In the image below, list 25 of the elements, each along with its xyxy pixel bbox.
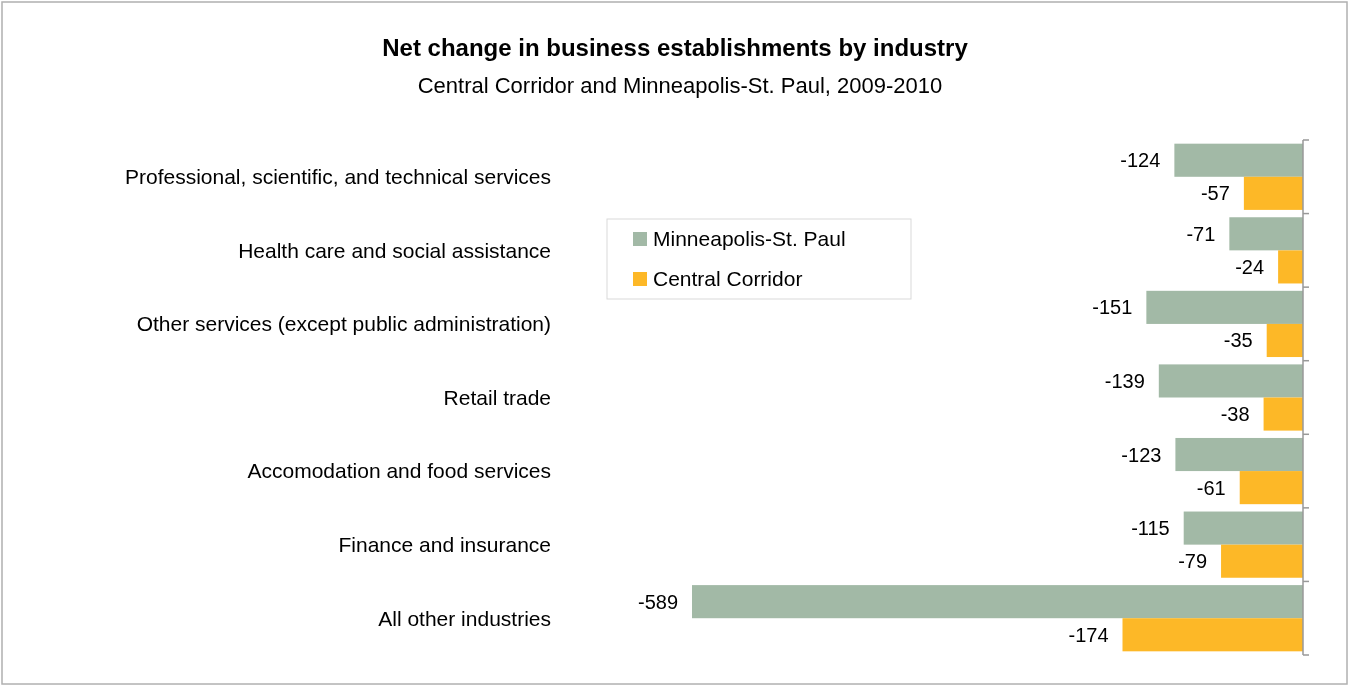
data-label: -57 bbox=[1200, 182, 1230, 205]
data-label: -38 bbox=[1220, 403, 1250, 426]
data-label: -174 bbox=[1068, 623, 1109, 646]
chart-subtitle: Central Corridor and Minneapolis-St. Paul, 2009-2010 bbox=[417, 73, 943, 98]
data-label: -115 bbox=[1131, 517, 1170, 540]
y-tick-label: Other services (except public administration) bbox=[136, 312, 551, 336]
data-label: -151 bbox=[1092, 296, 1133, 319]
chart-title: Net change in business establishments by industry bbox=[382, 34, 969, 61]
data-label: -124 bbox=[1120, 149, 1161, 172]
data-label: -589 bbox=[637, 590, 678, 613]
data-label: -79 bbox=[1178, 550, 1208, 573]
y-tick-label: Finance and insurance bbox=[338, 532, 551, 556]
y-tick-label: Retail trade bbox=[443, 385, 551, 409]
data-label: -35 bbox=[1223, 329, 1253, 352]
y-tick-label: Accomodation and food services bbox=[247, 459, 551, 483]
legend-label: Central Corridor bbox=[653, 267, 803, 291]
data-label: -139 bbox=[1104, 369, 1145, 392]
data-label: -71 bbox=[1186, 222, 1216, 245]
y-tick-label: All other industries bbox=[378, 606, 551, 630]
legend-label: Minneapolis-St. Paul bbox=[653, 227, 846, 251]
data-label: -61 bbox=[1196, 476, 1226, 499]
data-label: -24 bbox=[1235, 255, 1265, 278]
y-tick-label: Professional, scientific, and technical services bbox=[124, 165, 551, 189]
data-label: -123 bbox=[1121, 443, 1162, 466]
y-tick-label: Health care and social assistance bbox=[238, 238, 551, 262]
